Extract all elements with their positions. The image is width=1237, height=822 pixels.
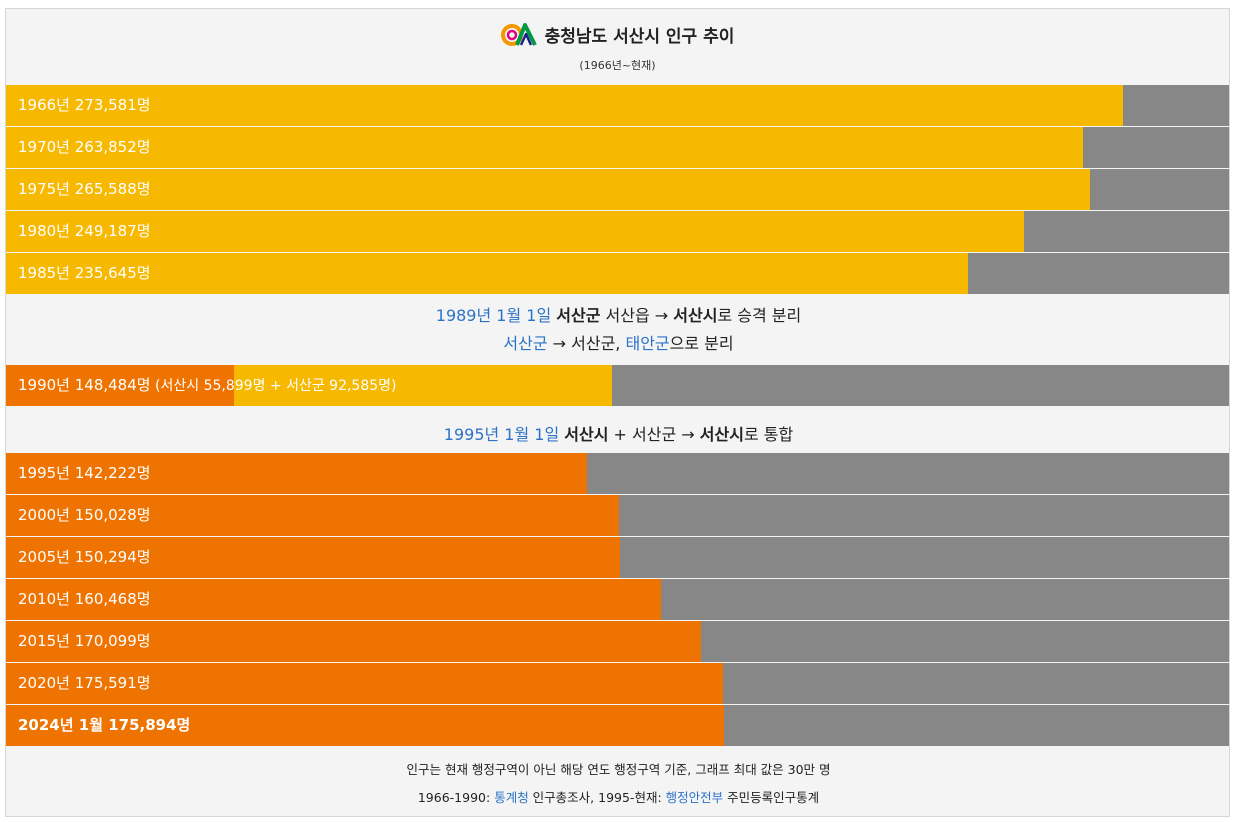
seosan-logo-icon bbox=[500, 23, 537, 46]
bar-label: 2010년 160,468명 bbox=[18, 590, 151, 608]
chart-title: 충청남도 서산시 인구 추이 bbox=[544, 26, 735, 47]
population-chart: 충청남도 서산시 인구 추이 (1966년~현재) 1966년 273,581명… bbox=[5, 8, 1230, 817]
bar bbox=[6, 663, 723, 704]
merge-city: 서산시 bbox=[564, 425, 609, 444]
bar bbox=[6, 127, 1084, 168]
bar-row: 1995년 142,222명 bbox=[6, 453, 1229, 494]
bar bbox=[6, 211, 1024, 252]
bar-row: 2010년 160,468명 bbox=[6, 579, 1229, 620]
split-new-city: 서산시 bbox=[673, 306, 718, 325]
bar-label: 2015년 170,099명 bbox=[18, 632, 151, 650]
split-note: 1989년 1월 1일 서산군 서산읍 → 서산시로 승격 분리 서산군 → 서… bbox=[6, 302, 1229, 358]
bar-label: 2020년 175,591명 bbox=[18, 674, 151, 692]
merge-result: 서산시 bbox=[699, 425, 744, 444]
split-old-county: 서산군 bbox=[556, 306, 601, 325]
bar bbox=[6, 705, 725, 746]
bar bbox=[6, 621, 701, 662]
footer-sources: 1966-1990: 통계청 인구총조사, 1995-현재: 행정안전부 주민등… bbox=[6, 787, 1229, 809]
bar-label: 1966년 273,581명 bbox=[18, 96, 151, 114]
bar-label: 2024년 1월 175,894명 bbox=[18, 716, 191, 734]
bar-row: 1990년 148,484명 (서산시 55,899명 + 서산군 92,585… bbox=[6, 365, 1229, 406]
bar-row: 1966년 273,581명 bbox=[6, 85, 1229, 126]
bar-label: 1995년 142,222명 bbox=[18, 464, 151, 482]
bar-row: 2005년 150,294명 bbox=[6, 537, 1229, 578]
bar-segment-seosan-county bbox=[234, 365, 613, 406]
bar-row: 1980년 249,187명 bbox=[6, 211, 1229, 252]
footer-prefix: 1966-1990: bbox=[417, 790, 495, 805]
taean-link[interactable]: 태안군 bbox=[625, 334, 670, 353]
bar-row: 1975년 265,588명 bbox=[6, 169, 1229, 210]
bar-label: 1980년 249,187명 bbox=[18, 222, 151, 240]
merge-tail: 로 통합 bbox=[743, 425, 794, 444]
bar-row: 2020년 175,591명 bbox=[6, 663, 1229, 704]
footer-mid: 인구총조사, 1995-현재: bbox=[528, 790, 666, 805]
bar-row: 2015년 170,099명 bbox=[6, 621, 1229, 662]
bar-row: 1985년 235,645명 bbox=[6, 253, 1229, 294]
source-mois-link[interactable]: 행정안전부 bbox=[665, 790, 724, 805]
split-tail: 로 승격 분리 bbox=[717, 306, 802, 325]
source-statistics-korea-link[interactable]: 통계청 bbox=[494, 790, 529, 805]
bar-row: 2024년 1월 175,894명 bbox=[6, 705, 1229, 746]
split-line2-tail: 으로 분리 bbox=[669, 334, 734, 353]
bar bbox=[6, 453, 587, 494]
bar bbox=[6, 169, 1091, 210]
split-county-link[interactable]: 서산군 bbox=[503, 334, 548, 353]
bar-label: 2005년 150,294명 bbox=[18, 548, 151, 566]
bar bbox=[6, 537, 620, 578]
bar-row: 1970년 263,852명 bbox=[6, 127, 1229, 168]
bar bbox=[6, 253, 969, 294]
bar bbox=[6, 579, 662, 620]
footer-tail: 주민등록인구통계 bbox=[723, 790, 820, 805]
merge-note: 1995년 1월 1일 서산시 + 서산군 → 서산시로 통합 bbox=[6, 419, 1229, 451]
bar bbox=[6, 495, 619, 536]
split-town: 서산읍 → bbox=[600, 306, 674, 325]
bar bbox=[6, 85, 1124, 126]
bar-label: 1990년 148,484명 (서산시 55,899명 + 서산군 92,585… bbox=[18, 376, 397, 394]
chart-subtitle: (1966년~현재) bbox=[579, 59, 656, 72]
split-date[interactable]: 1989년 1월 1일 bbox=[435, 306, 552, 325]
bar-label: 1985년 235,645명 bbox=[18, 264, 151, 282]
chart-header: 충청남도 서산시 인구 추이 (1966년~현재) bbox=[6, 9, 1229, 84]
merge-mid: + 서산군 → bbox=[608, 425, 700, 444]
bar-label: 1970년 263,852명 bbox=[18, 138, 151, 156]
bar-breakdown-label: (서산시 55,899명 + 서산군 92,585명) bbox=[150, 378, 397, 394]
merge-date[interactable]: 1995년 1월 1일 bbox=[443, 425, 560, 444]
bar-label: 1975년 265,588명 bbox=[18, 180, 151, 198]
split-line2-mid: → 서산군, bbox=[547, 334, 626, 353]
bar-segment-seosan-city bbox=[6, 365, 235, 406]
bar-label: 2000년 150,028명 bbox=[18, 506, 151, 524]
footer-note: 인구는 현재 행정구역이 아닌 해당 연도 행정구역 기준, 그래프 최대 값은… bbox=[406, 762, 831, 777]
bar-row: 2000년 150,028명 bbox=[6, 495, 1229, 536]
